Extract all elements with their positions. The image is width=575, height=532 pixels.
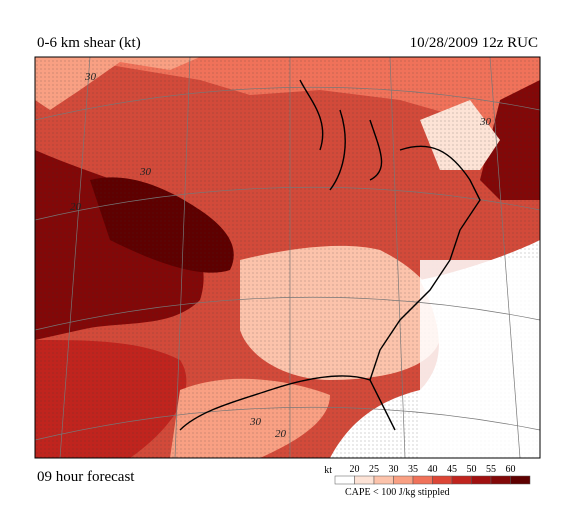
map [35,57,540,458]
legend-swatch [354,475,375,485]
legend-note: CAPE < 100 J/kg stippled [345,487,450,498]
contour-label: 30 [249,416,262,428]
legend-tick: 45 [447,464,457,475]
legend-tick: 50 [467,464,477,475]
legend: 20 25 30 35 40 45 50 55 60 [334,464,531,485]
legend-swatch [393,475,414,485]
legend-swatch [451,475,472,485]
contour-label: 20 [275,428,287,440]
legend-swatch [510,475,531,485]
legend-tick: 40 [428,464,438,475]
legend-swatch [490,475,511,485]
legend-tick: 60 [506,464,516,475]
legend-swatch [334,475,355,485]
legend-swatch [432,475,453,485]
timestamp: 10/28/2009 12z RUC [410,35,538,51]
legend-tick: 55 [486,464,496,475]
legend-swatch [373,475,394,485]
contour-label: 20 [70,201,82,213]
legend-unit: kt [324,465,332,476]
legend-tick: 30 [389,464,399,475]
contour-label: 30 [84,71,97,83]
legend-tick: 20 [350,464,360,475]
contour-label: 30 [139,166,152,178]
grid [35,57,540,458]
legend-tick: 35 [408,464,418,475]
legend-swatch [471,475,492,485]
stipple [35,57,540,458]
map-title: 0-6 km shear (kt) [37,35,141,51]
forecast-label: 09 hour forecast [37,469,135,485]
coastline [179,79,481,431]
map-frame [34,56,541,459]
legend-tick: 25 [369,464,379,475]
contour-label: 30 [479,116,492,128]
region [420,260,540,458]
legend-swatch [412,475,433,485]
contour-labels: 30 30 20 30 30 20 [70,71,492,440]
